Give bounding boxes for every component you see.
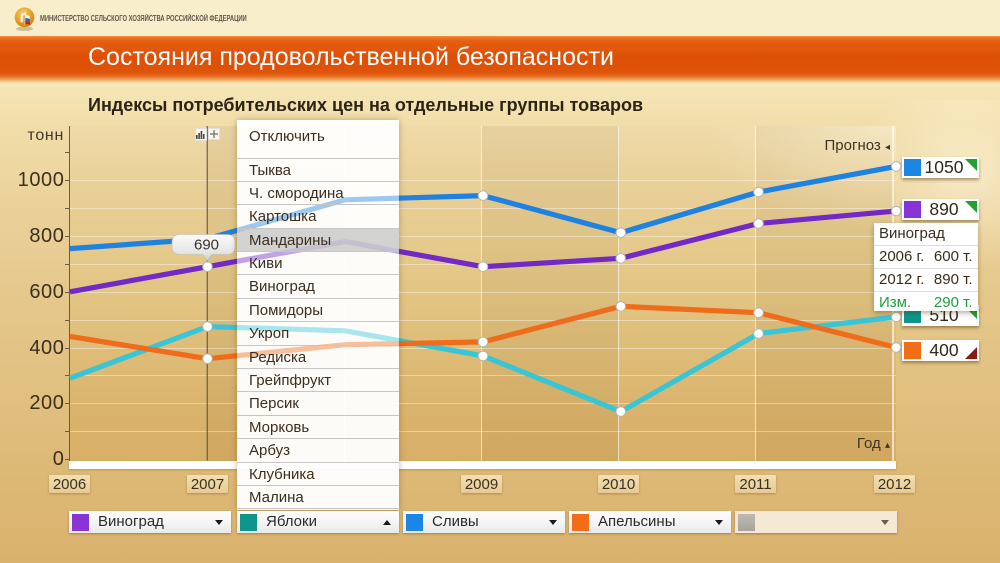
svg-text:690: 690 [194,237,219,254]
